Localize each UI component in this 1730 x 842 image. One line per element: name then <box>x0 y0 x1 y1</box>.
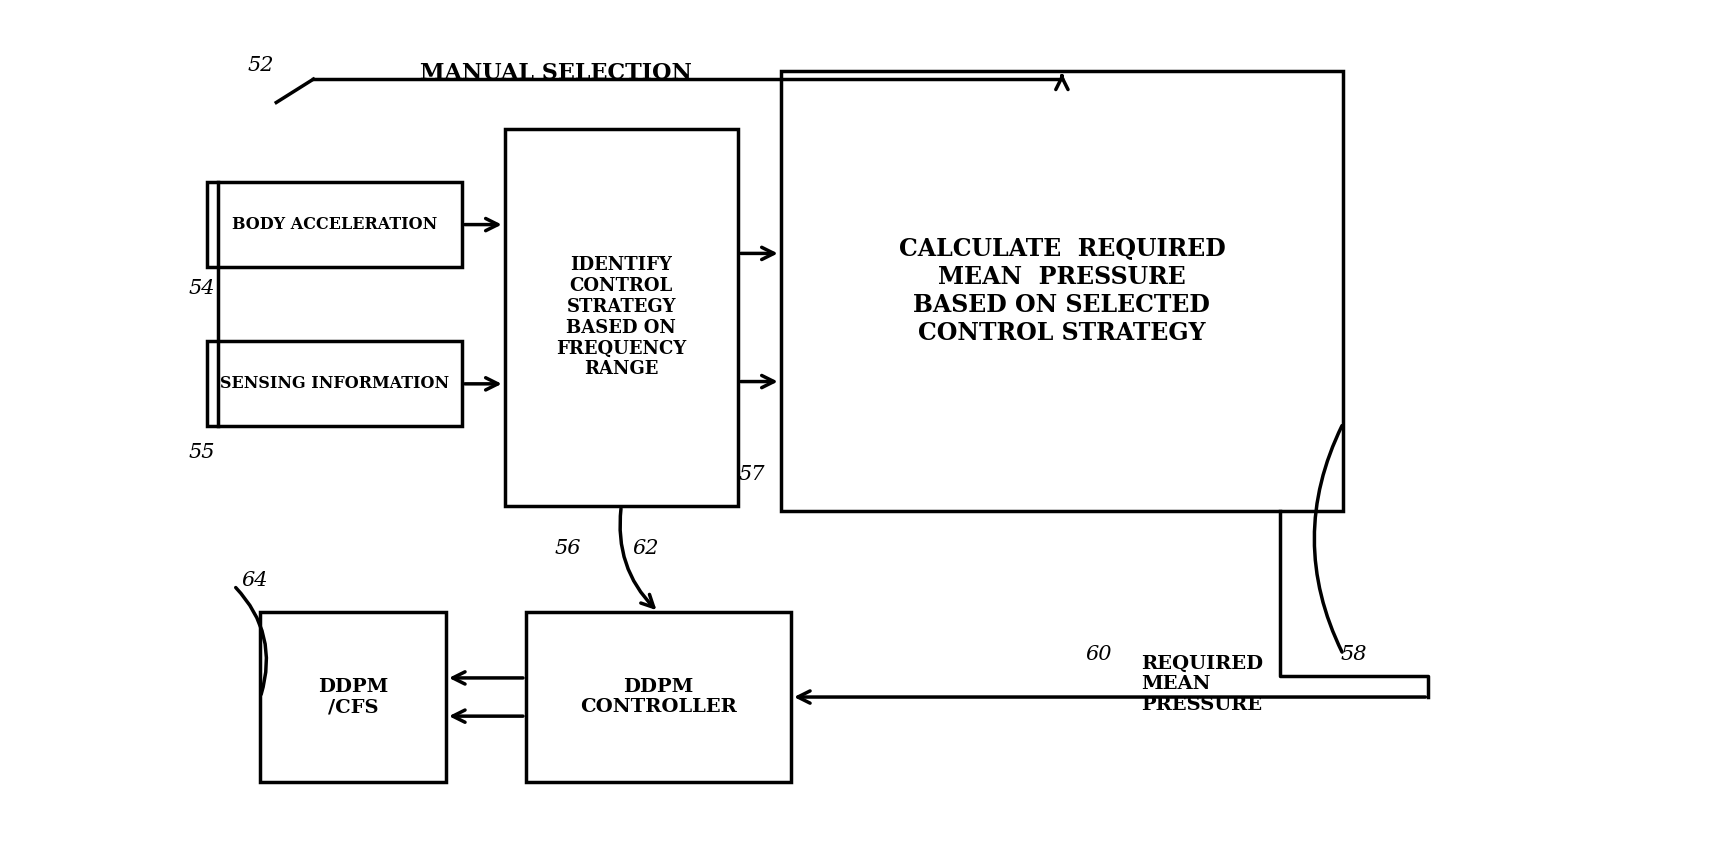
Text: 58: 58 <box>1339 645 1367 664</box>
Bar <box>208 182 462 267</box>
Text: MANUAL SELECTION: MANUAL SELECTION <box>419 61 690 83</box>
Bar <box>260 612 446 782</box>
Text: IDENTIFY
CONTROL
STRATEGY
BASED ON
FREQUENCY
RANGE: IDENTIFY CONTROL STRATEGY BASED ON FREQU… <box>555 257 687 379</box>
Bar <box>780 71 1342 511</box>
Text: 52: 52 <box>247 56 273 75</box>
Text: CALCULATE  REQUIRED
MEAN  PRESSURE
BASED ON SELECTED
CONTROL STRATEGY: CALCULATE REQUIRED MEAN PRESSURE BASED O… <box>898 237 1225 344</box>
Text: 54: 54 <box>189 279 215 298</box>
Text: 55: 55 <box>189 444 215 462</box>
Bar <box>503 129 737 506</box>
Text: 64: 64 <box>242 571 268 589</box>
Text: DDPM
/CFS: DDPM /CFS <box>318 678 388 717</box>
Text: BODY ACCELERATION: BODY ACCELERATION <box>232 216 438 233</box>
Text: DDPM
CONTROLLER: DDPM CONTROLLER <box>580 678 737 717</box>
Text: SENSING INFORMATION: SENSING INFORMATION <box>220 376 450 392</box>
Text: 56: 56 <box>555 539 581 558</box>
Text: 62: 62 <box>631 539 657 558</box>
Text: REQUIRED
MEAN
PRESSURE: REQUIRED MEAN PRESSURE <box>1140 654 1263 714</box>
Text: 60: 60 <box>1085 645 1112 664</box>
Bar <box>526 612 791 782</box>
Bar <box>208 341 462 426</box>
Text: 57: 57 <box>737 465 765 483</box>
